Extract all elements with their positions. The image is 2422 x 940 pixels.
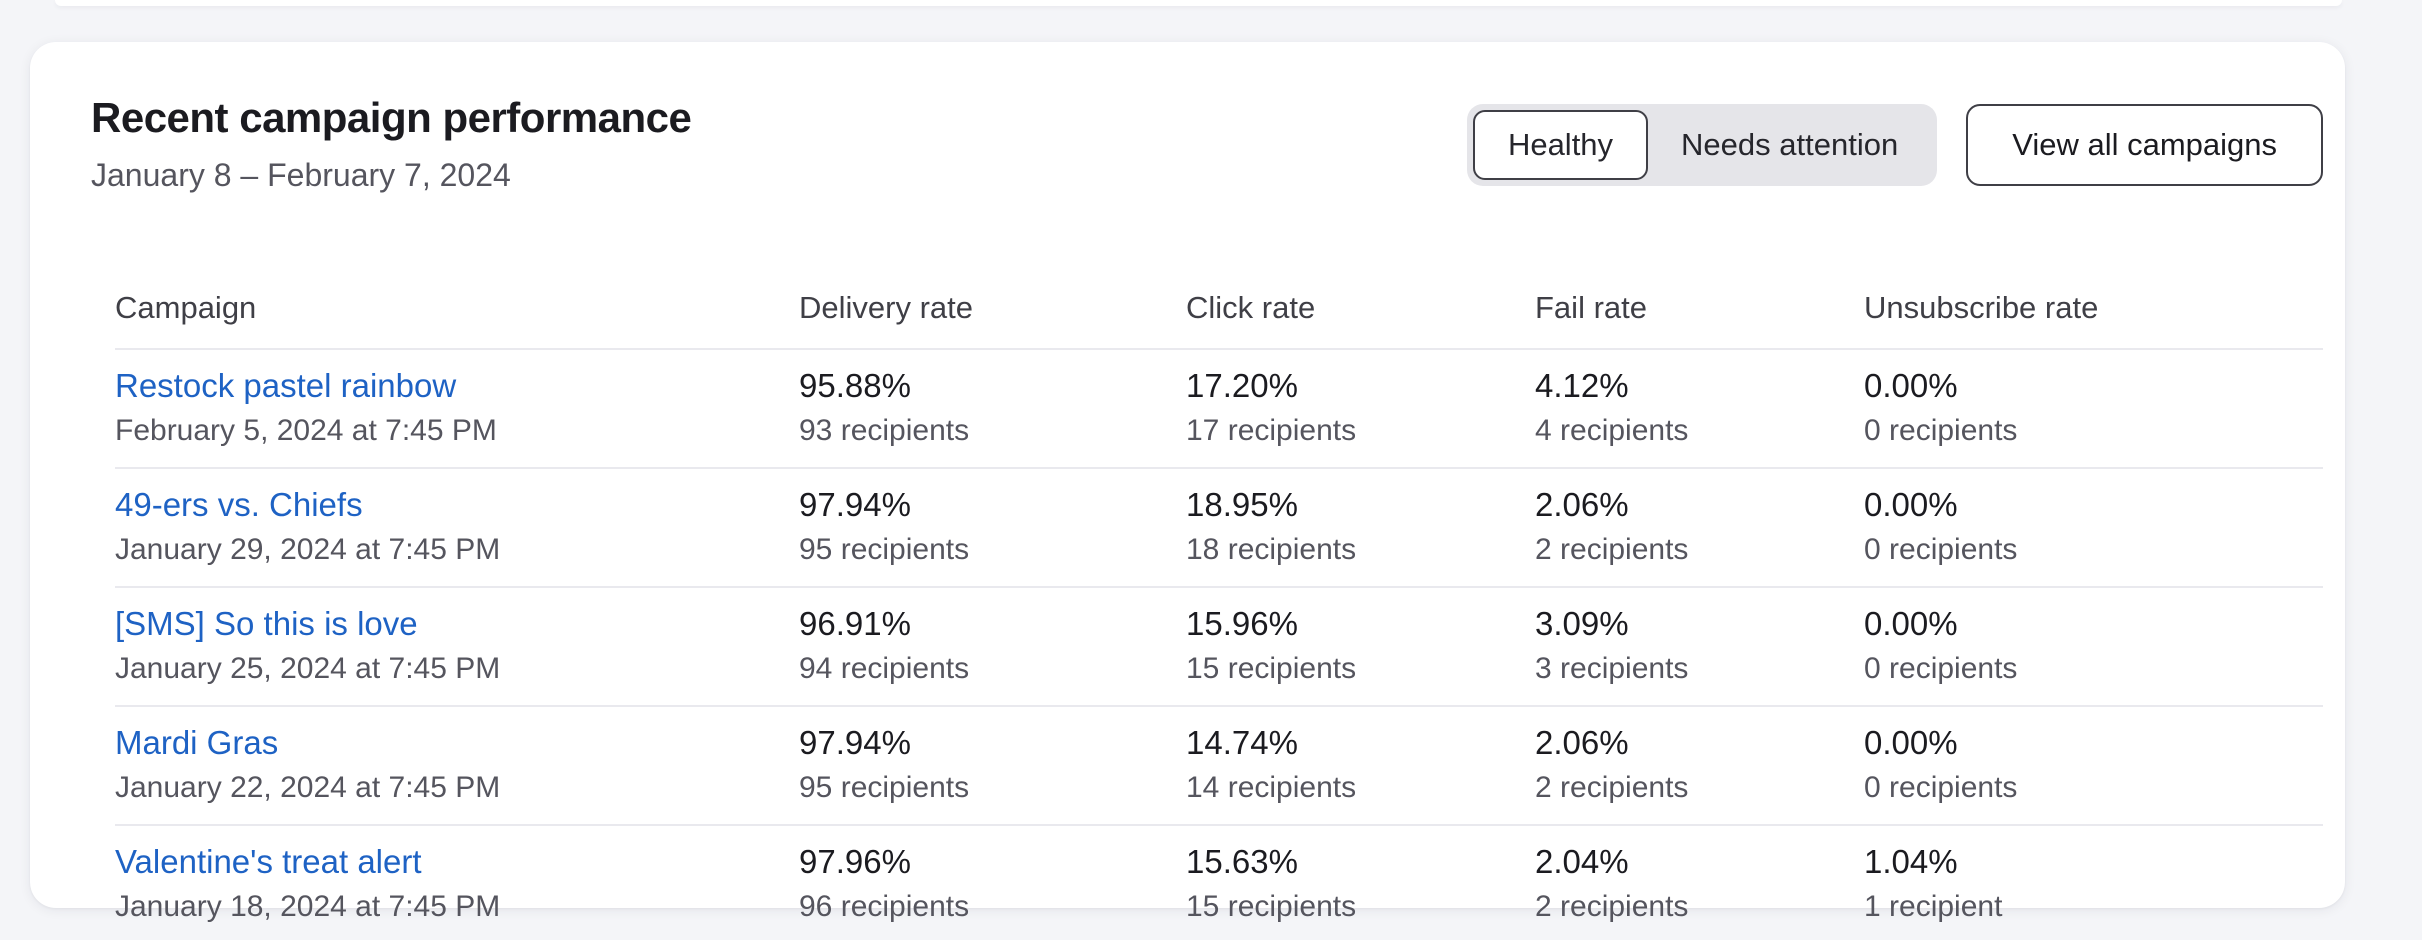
- campaign-cell: 49-ers vs. Chiefs January 29, 2024 at 7:…: [115, 486, 799, 567]
- table-header-row: Campaign Delivery rate Click rate Fail r…: [115, 290, 2323, 351]
- click-recipients: 17 recipients: [1186, 414, 1357, 448]
- click-recipients: 14 recipients: [1186, 771, 1357, 805]
- campaign-cell: Mardi Gras January 22, 2024 at 7:45 PM: [115, 724, 799, 805]
- campaign-link[interactable]: Restock pastel rainbow: [115, 367, 457, 405]
- column-header-campaign: Campaign: [115, 290, 257, 326]
- campaign-table: Campaign Delivery rate Click rate Fail r…: [115, 290, 2323, 940]
- campaign-cell: Valentine's treat alert January 18, 2024…: [115, 843, 799, 924]
- unsubscribe-rate-cell: 0.00% 0 recipients: [1864, 486, 2323, 567]
- unsubscribe-rate-cell: 0.00% 0 recipients: [1864, 367, 2323, 448]
- fail-rate-cell: 2.06% 2 recipients: [1535, 724, 1864, 805]
- campaign-link[interactable]: Valentine's treat alert: [115, 843, 422, 881]
- fail-rate-value: 4.12%: [1535, 367, 1629, 405]
- unsubscribe-recipients: 0 recipients: [1864, 414, 2018, 448]
- date-range: January 8 – February 7, 2024: [91, 157, 511, 194]
- header-actions: Healthy Needs attention View all campaig…: [1466, 104, 2323, 186]
- fail-rate-value: 2.04%: [1535, 843, 1629, 881]
- click-rate-cell: 14.74% 14 recipients: [1186, 724, 1535, 805]
- view-all-campaigns-button[interactable]: View all campaigns: [1966, 104, 2323, 186]
- unsubscribe-recipients: 0 recipients: [1864, 771, 2018, 805]
- fail-rate-cell: 3.09% 3 recipients: [1535, 605, 1864, 686]
- campaign-sent-date: February 5, 2024 at 7:45 PM: [115, 414, 497, 448]
- fail-rate-value: 2.06%: [1535, 724, 1629, 762]
- filter-needs-attention-button[interactable]: Needs attention: [1648, 110, 1931, 180]
- fail-rate-cell: 4.12% 4 recipients: [1535, 367, 1864, 448]
- unsubscribe-rate-cell: 0.00% 0 recipients: [1864, 605, 2323, 686]
- delivery-rate-cell: 97.94% 95 recipients: [799, 486, 1186, 567]
- delivery-rate-cell: 97.96% 96 recipients: [799, 843, 1186, 924]
- campaign-cell: [SMS] So this is love January 25, 2024 a…: [115, 605, 799, 686]
- delivery-rate-value: 97.94%: [799, 724, 911, 762]
- unsubscribe-recipients: 0 recipients: [1864, 533, 2018, 567]
- click-rate-value: 15.63%: [1186, 843, 1298, 881]
- column-header-delivery-rate: Delivery rate: [799, 290, 973, 326]
- filter-healthy-button[interactable]: Healthy: [1472, 110, 1649, 180]
- delivery-rate-cell: 95.88% 93 recipients: [799, 367, 1186, 448]
- table-row: Valentine's treat alert January 18, 2024…: [115, 826, 2323, 940]
- fail-recipients: 2 recipients: [1535, 771, 1689, 805]
- unsubscribe-rate-value: 0.00%: [1864, 724, 1958, 762]
- unsubscribe-rate-value: 0.00%: [1864, 605, 1958, 643]
- heading-block: Recent campaign performance January 8 – …: [91, 94, 692, 194]
- fail-recipients: 2 recipients: [1535, 533, 1689, 567]
- click-rate-value: 17.20%: [1186, 367, 1298, 405]
- click-recipients: 15 recipients: [1186, 652, 1357, 686]
- table-row: [SMS] So this is love January 25, 2024 a…: [115, 588, 2323, 708]
- fail-recipients: 4 recipients: [1535, 414, 1689, 448]
- fail-rate-value: 3.09%: [1535, 605, 1629, 643]
- table-row: 49-ers vs. Chiefs January 29, 2024 at 7:…: [115, 469, 2323, 589]
- campaign-sent-date: January 22, 2024 at 7:45 PM: [115, 771, 501, 805]
- campaign-sent-date: January 18, 2024 at 7:45 PM: [115, 890, 501, 924]
- page-title: Recent campaign performance: [91, 94, 692, 141]
- delivery-recipients: 95 recipients: [799, 533, 970, 567]
- delivery-rate-value: 97.96%: [799, 843, 911, 881]
- delivery-rate-value: 97.94%: [799, 486, 911, 524]
- unsubscribe-rate-value: 1.04%: [1864, 843, 1958, 881]
- click-recipients: 15 recipients: [1186, 890, 1357, 924]
- unsubscribe-recipients: 0 recipients: [1864, 652, 2018, 686]
- fail-recipients: 2 recipients: [1535, 890, 1689, 924]
- click-recipients: 18 recipients: [1186, 533, 1357, 567]
- delivery-recipients: 93 recipients: [799, 414, 970, 448]
- campaign-link[interactable]: [SMS] So this is love: [115, 605, 418, 643]
- delivery-recipients: 94 recipients: [799, 652, 970, 686]
- delivery-recipients: 95 recipients: [799, 771, 970, 805]
- delivery-rate-cell: 96.91% 94 recipients: [799, 605, 1186, 686]
- unsubscribe-rate-value: 0.00%: [1864, 486, 1958, 524]
- unsubscribe-recipients: 1 recipient: [1864, 890, 2003, 924]
- click-rate-value: 18.95%: [1186, 486, 1298, 524]
- fail-rate-value: 2.06%: [1535, 486, 1629, 524]
- fail-recipients: 3 recipients: [1535, 652, 1689, 686]
- fail-rate-cell: 2.06% 2 recipients: [1535, 486, 1864, 567]
- unsubscribe-rate-cell: 1.04% 1 recipient: [1864, 843, 2323, 924]
- delivery-recipients: 96 recipients: [799, 890, 970, 924]
- campaign-link[interactable]: Mardi Gras: [115, 724, 279, 762]
- delivery-rate-value: 95.88%: [799, 367, 911, 405]
- click-rate-cell: 15.63% 15 recipients: [1186, 843, 1535, 924]
- click-rate-value: 15.96%: [1186, 605, 1298, 643]
- delivery-rate-value: 96.91%: [799, 605, 911, 643]
- column-header-unsubscribe-rate: Unsubscribe rate: [1864, 290, 2099, 326]
- campaign-sent-date: January 29, 2024 at 7:45 PM: [115, 533, 501, 567]
- click-rate-value: 14.74%: [1186, 724, 1298, 762]
- table-row: Mardi Gras January 22, 2024 at 7:45 PM 9…: [115, 707, 2323, 827]
- card-header: Recent campaign performance January 8 – …: [30, 42, 2345, 194]
- campaign-cell: Restock pastel rainbow February 5, 2024 …: [115, 367, 799, 448]
- status-filter-toggle: Healthy Needs attention: [1466, 104, 1938, 186]
- campaign-performance-card: Recent campaign performance January 8 – …: [30, 42, 2345, 923]
- campaign-sent-date: January 25, 2024 at 7:45 PM: [115, 652, 501, 686]
- click-rate-cell: 18.95% 18 recipients: [1186, 486, 1535, 567]
- column-header-fail-rate: Fail rate: [1535, 290, 1647, 326]
- table-row: Restock pastel rainbow February 5, 2024 …: [115, 350, 2323, 470]
- unsubscribe-rate-cell: 0.00% 0 recipients: [1864, 724, 2323, 805]
- campaign-link[interactable]: 49-ers vs. Chiefs: [115, 486, 363, 524]
- fail-rate-cell: 2.04% 2 recipients: [1535, 843, 1864, 924]
- click-rate-cell: 15.96% 15 recipients: [1186, 605, 1535, 686]
- column-header-click-rate: Click rate: [1186, 290, 1316, 326]
- delivery-rate-cell: 97.94% 95 recipients: [799, 724, 1186, 805]
- click-rate-cell: 17.20% 17 recipients: [1186, 367, 1535, 448]
- adjacent-card-bottom-edge: [55, 0, 2342, 6]
- unsubscribe-rate-value: 0.00%: [1864, 367, 1958, 405]
